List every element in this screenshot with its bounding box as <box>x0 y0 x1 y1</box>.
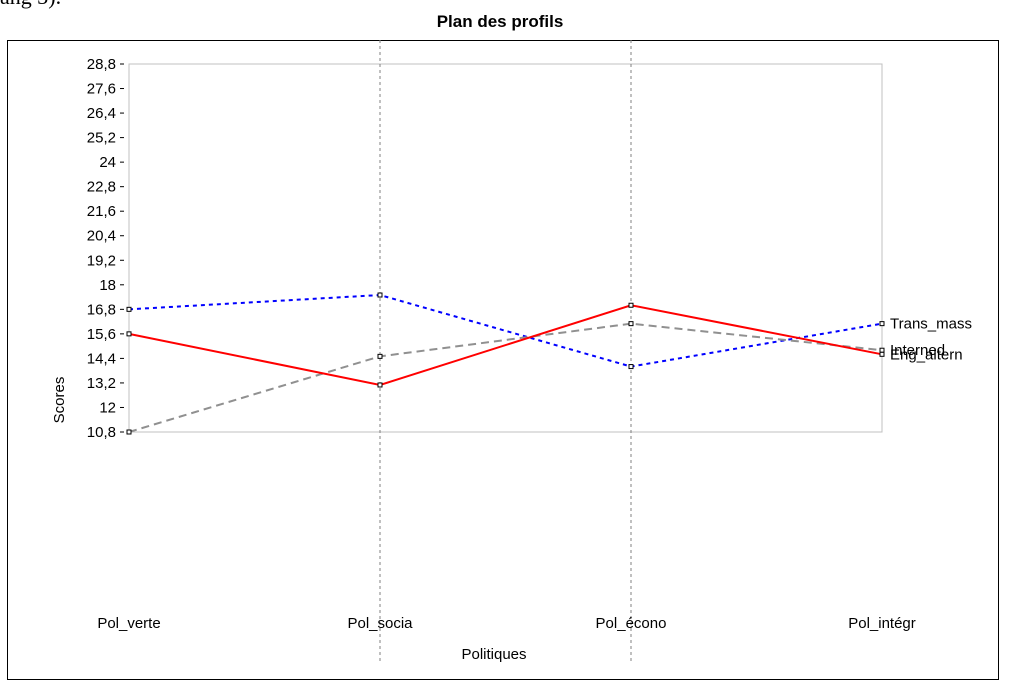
x-tick-label: Pol_verte <box>97 615 160 632</box>
y-tick-label: 24 <box>99 154 116 171</box>
y-tick-label: 28,8 <box>87 56 116 73</box>
y-tick-label: 20,4 <box>87 228 116 245</box>
series-line-Eng_altern <box>128 304 883 387</box>
data-point-Eng_altern <box>628 302 634 308</box>
series-line-Trans_mass <box>128 294 883 368</box>
y-tick-label: 26,4 <box>87 105 116 122</box>
data-point-Trans_mass <box>879 321 885 327</box>
data-point-Trans_mass <box>126 306 132 312</box>
y-tick-label: 18 <box>99 277 116 294</box>
y-tick-label: 14,4 <box>87 350 116 367</box>
y-tick-label: 22,8 <box>87 179 116 196</box>
series-label-Trans_mass: Trans_mass <box>890 316 972 333</box>
x-tick-label: Pol_intégr <box>848 615 916 632</box>
series-label-Interned: Interned <box>890 342 945 359</box>
y-tick-label: 27,6 <box>87 81 116 98</box>
plot-area <box>128 63 883 433</box>
y-tick-label: 10,8 <box>87 424 116 441</box>
y-tick-label: 19,2 <box>87 252 116 269</box>
y-tick-label: 16,8 <box>87 301 116 318</box>
data-point-Trans_mass <box>628 364 634 370</box>
series-line-Interned <box>128 322 883 433</box>
data-point-Eng_altern <box>879 351 885 357</box>
data-point-Interned <box>126 429 132 435</box>
x-axis-label: Politiques <box>461 646 526 663</box>
data-point-Eng_altern <box>377 382 383 388</box>
series-label-Eng_altern: Eng_altern <box>890 346 963 363</box>
y-tick-label: 21,6 <box>87 203 116 220</box>
page-fragment-text: ang 3). <box>0 0 61 10</box>
y-tick-label: 13,2 <box>87 375 116 392</box>
y-tick-label: 12 <box>99 399 116 416</box>
x-tick-label: Pol_écono <box>596 615 667 632</box>
data-point-Trans_mass <box>377 292 383 298</box>
data-point-Interned <box>377 353 383 359</box>
data-point-Interned <box>879 347 885 353</box>
chart-title: Plan des profils <box>436 12 564 31</box>
y-tick-label: 25,2 <box>87 130 116 147</box>
line-chart: 10,8 12 13,2 14,4 15,6 16,8 18 19,2 20,4 21,6 22,8… <box>51 40 972 663</box>
y-tick-label: 15,6 <box>87 326 116 343</box>
data-point-Interned <box>628 321 634 327</box>
x-tick-label: Pol_socia <box>347 615 413 632</box>
data-point-Eng_altern <box>126 331 132 337</box>
y-axis-label: Scores <box>51 377 68 424</box>
